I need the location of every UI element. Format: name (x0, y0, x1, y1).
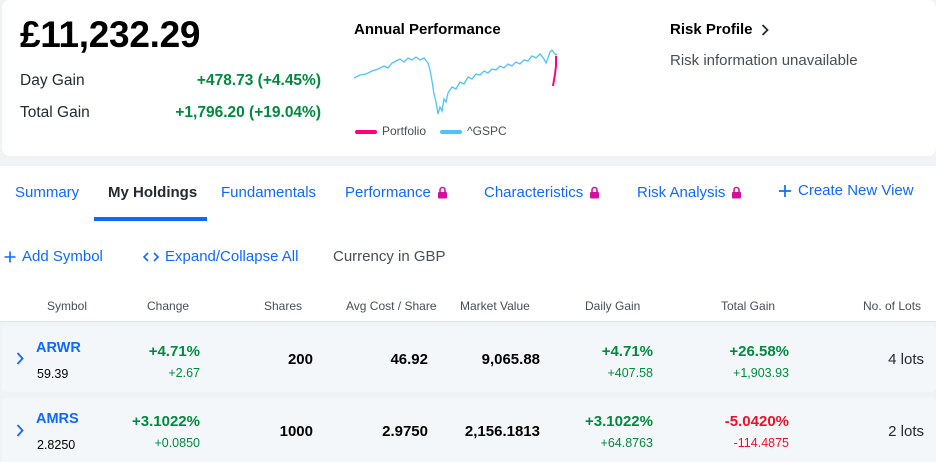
change-abs: +2.67 (168, 366, 200, 380)
holdings-tabs: Summary My Holdings Fundamentals Perform… (0, 166, 936, 222)
lock-icon (732, 186, 742, 199)
daily-gain-abs: +64.8763 (600, 436, 653, 450)
total-gain-pct: -5.0420% (724, 413, 789, 430)
tab-characteristics[interactable]: Characteristics (484, 184, 600, 201)
tab-label: Fundamentals (221, 184, 317, 201)
chevron-right-icon[interactable] (16, 424, 24, 437)
total-gain-abs: -114.4875 (733, 436, 789, 450)
chevron-right-icon (761, 23, 769, 36)
tab-my-holdings[interactable]: My Holdings (108, 184, 197, 201)
create-new-view-button[interactable]: Create New View (778, 182, 914, 199)
daily-gain-pct: +4.71% (601, 343, 653, 360)
holdings-toolbar: Add Symbol Expand/Collapse All Currency … (0, 222, 936, 290)
col-header-lots[interactable]: No. of Lots (863, 299, 922, 313)
daily-gain-abs: +407.58 (607, 366, 653, 380)
chevron-right-icon[interactable] (16, 352, 24, 365)
tab-fundamentals[interactable]: Fundamentals (221, 184, 316, 201)
lots-cell[interactable]: 4 lots (888, 351, 924, 368)
holdings-table-header: Symbol Change Shares Avg Cost / Share Ma… (0, 290, 936, 322)
legend-swatch-gspc (440, 129, 463, 134)
legend-label-gspc: ^GSPC (467, 124, 507, 138)
tab-label: My Holdings (108, 184, 198, 201)
portfolio-total-value: £11,232.29 (20, 14, 201, 55)
lock-icon (590, 186, 600, 199)
tab-performance[interactable]: Performance (345, 184, 448, 201)
col-header-avg-cost[interactable]: Avg Cost / Share (346, 299, 437, 313)
portfolio-series-line (552, 56, 557, 87)
day-gain-row: Day Gain +478.73 (+4.45%) (20, 72, 321, 90)
tab-risk-analysis[interactable]: Risk Analysis (637, 184, 742, 201)
change-cell: +3.1022% +0.0850 (132, 413, 200, 450)
add-symbol-label: Add Symbol (22, 248, 103, 265)
day-gain-label: Day Gain (20, 72, 85, 89)
total-gain-cell: +26.58% +1,903.93 (729, 343, 789, 380)
daily-gain-pct: +3.1022% (585, 413, 653, 430)
col-header-change[interactable]: Change (147, 299, 190, 313)
total-gain-cell: -5.0420% -114.4875 (725, 413, 789, 450)
col-header-shares[interactable]: Shares (264, 299, 303, 313)
daily-gain-cell: +4.71% +407.58 (602, 343, 653, 380)
active-tab-indicator (94, 217, 207, 221)
daily-gain-cell: +3.1022% +64.8763 (585, 413, 653, 450)
legend-label-portfolio: Portfolio (382, 124, 427, 138)
col-header-market-value[interactable]: Market Value (460, 299, 530, 313)
shares-cell: 200 (287, 351, 313, 368)
annual-performance-sparkline (353, 48, 558, 115)
legend-item-gspc: ^GSPC (440, 124, 507, 138)
expand-collapse-all-button[interactable]: Expand/Collapse All (143, 248, 298, 265)
add-symbol-button[interactable]: Add Symbol (4, 248, 103, 265)
change-pct: +4.71% (148, 343, 200, 360)
shares-cell: 1000 (279, 423, 313, 440)
col-header-symbol[interactable]: Symbol (47, 299, 88, 313)
legend-swatch-portfolio (355, 129, 377, 134)
change-abs: +0.0850 (154, 436, 200, 450)
performance-legend: Portfolio ^GSPC (355, 124, 507, 138)
symbol-price: 59.39 (37, 367, 69, 381)
symbol-link[interactable]: AMRS (36, 411, 79, 427)
total-gain-pct: +26.58% (729, 343, 789, 360)
plus-icon (779, 184, 791, 197)
currency-label: Currency in GBP (333, 248, 446, 265)
code-brackets-icon (143, 251, 159, 262)
tab-label: Create New View (798, 182, 914, 199)
total-gain-label: Total Gain (20, 104, 90, 121)
risk-profile-title: Risk Profile (670, 21, 753, 38)
change-pct: +3.1022% (132, 413, 200, 430)
avg-cost-cell: 46.92 (390, 351, 428, 368)
portfolio-summary-card: £11,232.29 Day Gain +478.73 (+4.45%) Tot… (2, 0, 936, 156)
table-row[interactable]: AMRS 2.8250 +3.1022% +0.0850 1000 2.9750… (2, 398, 936, 462)
lots-cell[interactable]: 2 lots (888, 423, 924, 440)
market-value-cell: 2,156.1813 (464, 423, 540, 440)
tab-label: Summary (15, 184, 80, 201)
table-row[interactable]: ARWR 59.39 +4.71% +2.67 200 46.92 9,065.… (2, 326, 936, 392)
avg-cost-cell: 2.9750 (382, 423, 428, 440)
total-gain-abs: +1,903.93 (733, 366, 789, 380)
day-gain-value: +478.73 (+4.45%) (196, 72, 321, 89)
annual-performance-title: Annual Performance (354, 21, 501, 38)
total-gain-value: +1,796.20 (+19.04%) (175, 104, 321, 121)
gspc-series-line (353, 48, 558, 115)
tab-summary[interactable]: Summary (15, 184, 79, 201)
tab-label: Risk Analysis (637, 184, 726, 201)
symbol-link[interactable]: ARWR (36, 340, 81, 356)
risk-profile-link[interactable]: Risk Profile (670, 21, 769, 38)
market-value-cell: 9,065.88 (481, 351, 540, 368)
col-header-daily-gain[interactable]: Daily Gain (585, 299, 641, 313)
lock-icon (437, 186, 447, 199)
total-gain-row: Total Gain +1,796.20 (+19.04%) (20, 104, 321, 122)
expand-collapse-label: Expand/Collapse All (165, 248, 299, 265)
tab-label: Characteristics (484, 184, 584, 201)
legend-item-portfolio: Portfolio (355, 124, 426, 138)
plus-icon (4, 251, 16, 262)
tab-label: Performance (345, 184, 431, 201)
col-header-total-gain[interactable]: Total Gain (721, 299, 776, 313)
symbol-price: 2.8250 (37, 438, 76, 452)
change-cell: +4.71% +2.67 (149, 343, 200, 380)
risk-profile-text: Risk information unavailable (670, 52, 858, 69)
